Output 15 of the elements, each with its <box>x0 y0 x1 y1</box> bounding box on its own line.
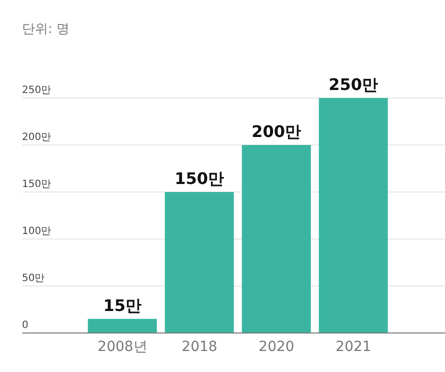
y-tick-label: 150만 <box>22 179 52 190</box>
data-label: 200만 <box>252 122 302 141</box>
chart-subtitle: 단위: 명 <box>22 21 70 38</box>
y-tick-label: 50만 <box>22 273 45 284</box>
x-tick-label: 2020 <box>258 338 294 355</box>
y-tick-label: 250만 <box>22 85 52 96</box>
y-tick-label: 200만 <box>22 132 52 143</box>
x-tick-label: 2008년 <box>98 338 148 355</box>
x-tick-label: 2018 <box>182 338 218 355</box>
data-label: 150만 <box>174 169 224 188</box>
x-tick-label: 2021 <box>336 338 372 355</box>
y-tick-label: 0 <box>22 320 28 331</box>
data-label: 15만 <box>103 296 142 315</box>
data-label: 250만 <box>328 75 378 94</box>
y-tick-label: 100만 <box>22 226 52 237</box>
